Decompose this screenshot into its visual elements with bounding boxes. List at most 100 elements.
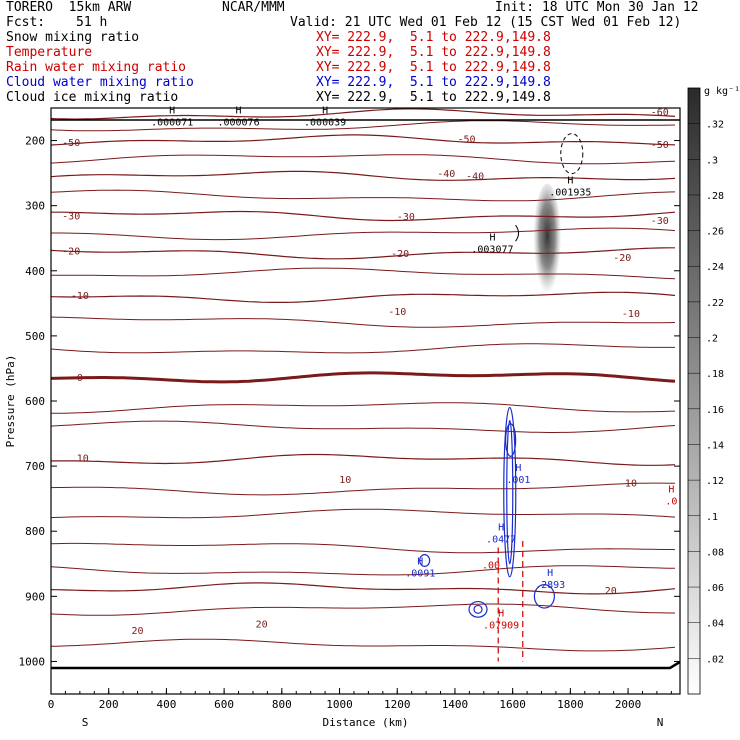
temperature-contour-label: -10 [388,307,406,318]
extremum-marker: H [498,522,504,533]
colorbar-tick-label: .2 [706,334,718,345]
y-tick-label: 700 [25,460,45,473]
field-name-temperature: Temperature [6,45,93,60]
x-tick-label: 600 [214,698,234,711]
y-tick-label: 900 [25,590,45,603]
extremum-value: .000039 [304,118,346,129]
field-name-snow: Snow mixing ratio [6,30,140,45]
cloud-water-contour [506,419,514,565]
y-tick-label: 200 [25,135,45,148]
cloud-water-contour [473,604,483,614]
extremum-value: .07909 [483,620,519,631]
x-tick-label: 0 [48,698,55,711]
temperature-contour [51,210,676,222]
extremum-value: .003077 [471,245,513,256]
colorbar-tick-label: .08 [706,547,724,558]
extremum-marker: H [489,233,495,244]
temperature-contour-label: -40 [437,169,455,180]
temperature-contour [50,170,676,181]
extremum-value: .001 [506,475,530,486]
extremum-marker: H [547,568,553,579]
colorbar-tick-label: .18 [706,369,724,380]
colorbar-unit: g kg⁻¹ [704,86,740,97]
colorbar-tick-label: .28 [706,191,724,202]
forecast-label: Fcst: [6,15,46,30]
x-tick-label: 1600 [499,698,526,711]
temperature-contour [50,638,676,652]
field-xy-rain: XY= 222.9, 5.1 to 222.9,149.8 [316,60,551,75]
temperature-contour [50,453,676,466]
temperature-contour-label: -30 [397,212,415,223]
temperature-contour-label: 10 [77,454,89,465]
y-tick-label: 800 [25,525,45,538]
cloud-water-contour [505,423,517,457]
x-tick-label: 200 [99,698,119,711]
temperature-contour [50,120,676,132]
organization-label: NCAR/MMM [222,0,285,15]
cloud-water-contour [503,406,517,578]
x-tick-label: 1400 [442,698,469,711]
field-xy-cloud-water: XY= 222.9, 5.1 to 222.9,149.8 [316,75,551,90]
x-tick-label: 400 [156,698,176,711]
extremum-marker: H [236,106,242,117]
temperature-contour [50,371,676,384]
colorbar-tick-label: .16 [706,405,724,416]
x-tick-label: 1800 [557,698,584,711]
extremum-marker: H [322,106,328,117]
x-tick-label: 2000 [615,698,642,711]
y-tick-label: 1000 [19,655,46,668]
temperature-contour [51,227,676,241]
field-xy-temperature: XY= 222.9, 5.1 to 222.9,149.8 [316,45,551,60]
colorbar-tick-label: .3 [706,155,718,166]
temperature-contour-label: -10 [71,291,89,302]
colorbar-tick-label: .04 [706,619,724,630]
temperature-contour-label: 10 [339,475,351,486]
temperature-contour-label: -50 [62,138,80,149]
field-xy-snow: XY= 222.9, 5.1 to 222.9,149.8 [316,30,551,45]
temperature-contour-label: 0 [77,373,83,384]
y-tick-label: 400 [25,265,45,278]
temperature-contour [50,508,676,519]
y-tick-label: 600 [25,395,45,408]
colorbar-tick-label: .02 [706,654,724,665]
y-axis-label: Pressure (hPa) [4,355,17,448]
x-end-label-south: S [82,716,89,729]
x-tick-label: 1200 [384,698,411,711]
temperature-contour [50,603,675,616]
x-tick-label: 1000 [326,698,353,711]
extremum-marker: H [169,106,175,117]
extremum-value: .0091 [405,568,435,579]
colorbar-tick-label: .26 [706,227,724,238]
temperature-contour [51,402,676,414]
ground-line [51,660,681,670]
temperature-contour-label: -30 [62,211,80,222]
temperature-contour [50,291,676,303]
extremum-marker: H [567,175,573,186]
temperature-contour-label: -10 [622,309,640,320]
cloud-ice-contour [560,133,584,175]
temperature-contour [50,542,676,554]
field-name-cloud-water: Cloud water mixing ratio [6,75,194,90]
temperature-contour [50,134,676,146]
extremum-value: .0477 [486,534,516,545]
temperature-contour [50,189,676,202]
cloud-water-contour [533,584,555,609]
temperature-contour-label: -20 [391,249,409,260]
field-xy-cloud-ice: XY= 222.9, 5.1 to 222.9,149.8 [316,90,551,105]
colorbar-tick-label: .06 [706,583,724,594]
cloud-water-contour [468,600,488,618]
temperature-contour [50,247,675,260]
temperature-contour-label: -20 [613,253,631,264]
y-tick-label: 500 [25,330,45,343]
temperature-contour-label: -40 [466,172,484,183]
colorbar-tick-label: .1 [706,512,718,523]
colorbar-tick-label: .32 [706,120,724,131]
extremum-marker: H [668,485,674,496]
temperature-contour-label: -60 [651,107,669,118]
extremum-marker: H [498,608,504,619]
temperature-contour [50,565,676,576]
extremum-marker: H [515,463,521,474]
temperature-contour-label: -20 [62,247,80,258]
temperature-contour [50,316,676,328]
